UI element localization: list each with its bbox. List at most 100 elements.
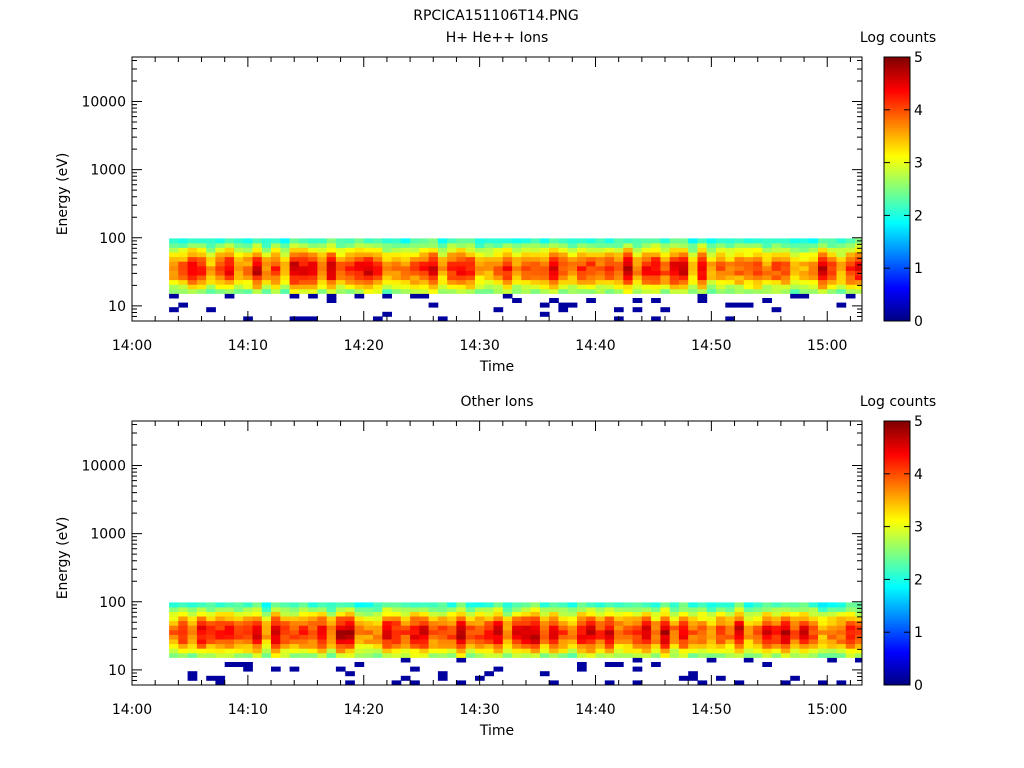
spectrogram-cell	[289, 293, 300, 299]
spectrogram-cell	[178, 288, 188, 294]
spectrogram-cell	[827, 284, 837, 290]
colorbar-segment	[884, 550, 910, 554]
spectrogram-cell	[224, 606, 235, 612]
spectrogram-cell	[280, 606, 290, 612]
spectrogram-cell	[280, 284, 290, 290]
spectrogram-cell	[688, 606, 698, 612]
spectrogram-cell	[308, 279, 318, 285]
spectrogram-cell	[419, 247, 430, 253]
colorbar-segment	[884, 222, 910, 225]
spectrogram-cell	[280, 625, 290, 631]
spectrogram-cell	[428, 606, 439, 612]
spectrogram-cell	[391, 620, 402, 626]
spectrogram-cell	[475, 620, 485, 626]
spectrogram-cell	[725, 652, 735, 658]
spectrogram-cell	[641, 639, 652, 645]
colorbar-segment	[884, 612, 910, 616]
spectrogram-cell	[484, 602, 494, 608]
spectrogram-cell	[456, 602, 467, 608]
spectrogram-cell	[465, 634, 476, 640]
spectrogram-cell	[780, 288, 791, 294]
spectrogram-cell	[845, 247, 856, 253]
spectrogram-cell	[586, 652, 596, 658]
spectrogram-cell	[187, 602, 198, 608]
spectrogram-cell	[345, 629, 355, 635]
spectrogram-cell	[447, 648, 457, 654]
colorbar-segment	[884, 632, 910, 635]
spectrogram-cell	[827, 275, 837, 281]
spectrogram-cell	[549, 606, 559, 612]
colorbar-segment	[884, 290, 910, 293]
colorbar-tick-label: 1	[914, 261, 923, 277]
spectrogram-cell	[808, 252, 819, 258]
spectrogram-cell	[382, 288, 392, 294]
spectrogram-cell	[808, 634, 819, 640]
spectrogram-cell	[456, 629, 467, 635]
spectrogram-cell	[530, 620, 541, 626]
colorbar-segment	[884, 151, 910, 155]
spectrogram-cell	[447, 634, 457, 640]
spectrogram-cell	[502, 284, 513, 290]
colorbar-segment	[884, 610, 910, 613]
spectrogram-cell	[187, 634, 198, 640]
spectrogram-cell	[465, 625, 476, 631]
spectrogram-cell	[549, 680, 559, 686]
spectrogram-cell	[280, 643, 290, 649]
spectrogram-cell	[493, 629, 504, 635]
spectrogram-cell	[326, 252, 337, 258]
spectrogram-cell	[586, 298, 596, 303]
spectrogram-cell	[419, 284, 430, 290]
spectrogram-cell	[502, 288, 513, 294]
spectrogram-cell	[530, 634, 541, 640]
spectrogram-cell	[632, 616, 643, 622]
y-tick-label: 100	[99, 231, 126, 247]
colorbar-segment	[884, 237, 910, 241]
spectrogram-cell	[252, 639, 263, 645]
spectrogram-cell	[623, 620, 633, 626]
spectrogram-cell	[419, 293, 430, 299]
spectrogram-cell	[669, 242, 680, 248]
spectrogram-cell	[762, 247, 772, 253]
spectrogram-cell	[678, 275, 689, 281]
spectrogram-cell	[234, 256, 244, 262]
spectrogram-cell	[614, 279, 624, 285]
spectrogram-cell	[400, 606, 411, 612]
spectrogram-cell	[697, 284, 708, 290]
spectrogram-cell	[827, 657, 837, 663]
spectrogram-cell	[688, 242, 698, 248]
spectrogram-cell	[317, 252, 328, 258]
colorbar-segment	[884, 557, 910, 561]
spectrogram-cell	[771, 242, 782, 248]
spectrogram-cell	[289, 625, 300, 631]
colorbar-segment	[884, 546, 910, 550]
spectrogram-cell	[577, 275, 587, 281]
colorbar-segment	[884, 564, 910, 567]
colorbar-segment	[884, 493, 910, 497]
spectrogram-cell	[215, 611, 226, 617]
spectrogram-cell	[335, 629, 346, 635]
spectrogram-cell	[187, 265, 198, 271]
spectrogram-cell	[827, 288, 837, 294]
spectrogram-cell	[456, 265, 467, 271]
spectrogram-cell	[456, 256, 467, 262]
spectrogram-cell	[845, 265, 856, 271]
spectrogram-cell	[521, 238, 531, 244]
spectrogram-cell	[345, 242, 355, 248]
spectrogram-cell	[595, 279, 606, 285]
colorbar-segment	[884, 555, 910, 558]
spectrogram-cell	[502, 279, 513, 285]
spectrogram-cell	[512, 242, 522, 248]
spectrogram-cell	[790, 284, 800, 290]
spectrogram-cell	[855, 611, 863, 617]
spectrogram-cell	[632, 298, 643, 303]
spectrogram-cell	[280, 256, 290, 262]
spectrogram-cell	[836, 643, 847, 649]
spectrogram-cell	[595, 616, 606, 622]
colorbar-segment	[884, 266, 910, 269]
spectrogram-cell	[697, 648, 708, 654]
spectrogram-cell	[808, 639, 819, 645]
spectrogram-cell	[400, 629, 411, 635]
spectrogram-cell	[669, 252, 680, 258]
spectrogram-cell	[725, 238, 735, 244]
spectrogram-cell	[502, 616, 513, 622]
